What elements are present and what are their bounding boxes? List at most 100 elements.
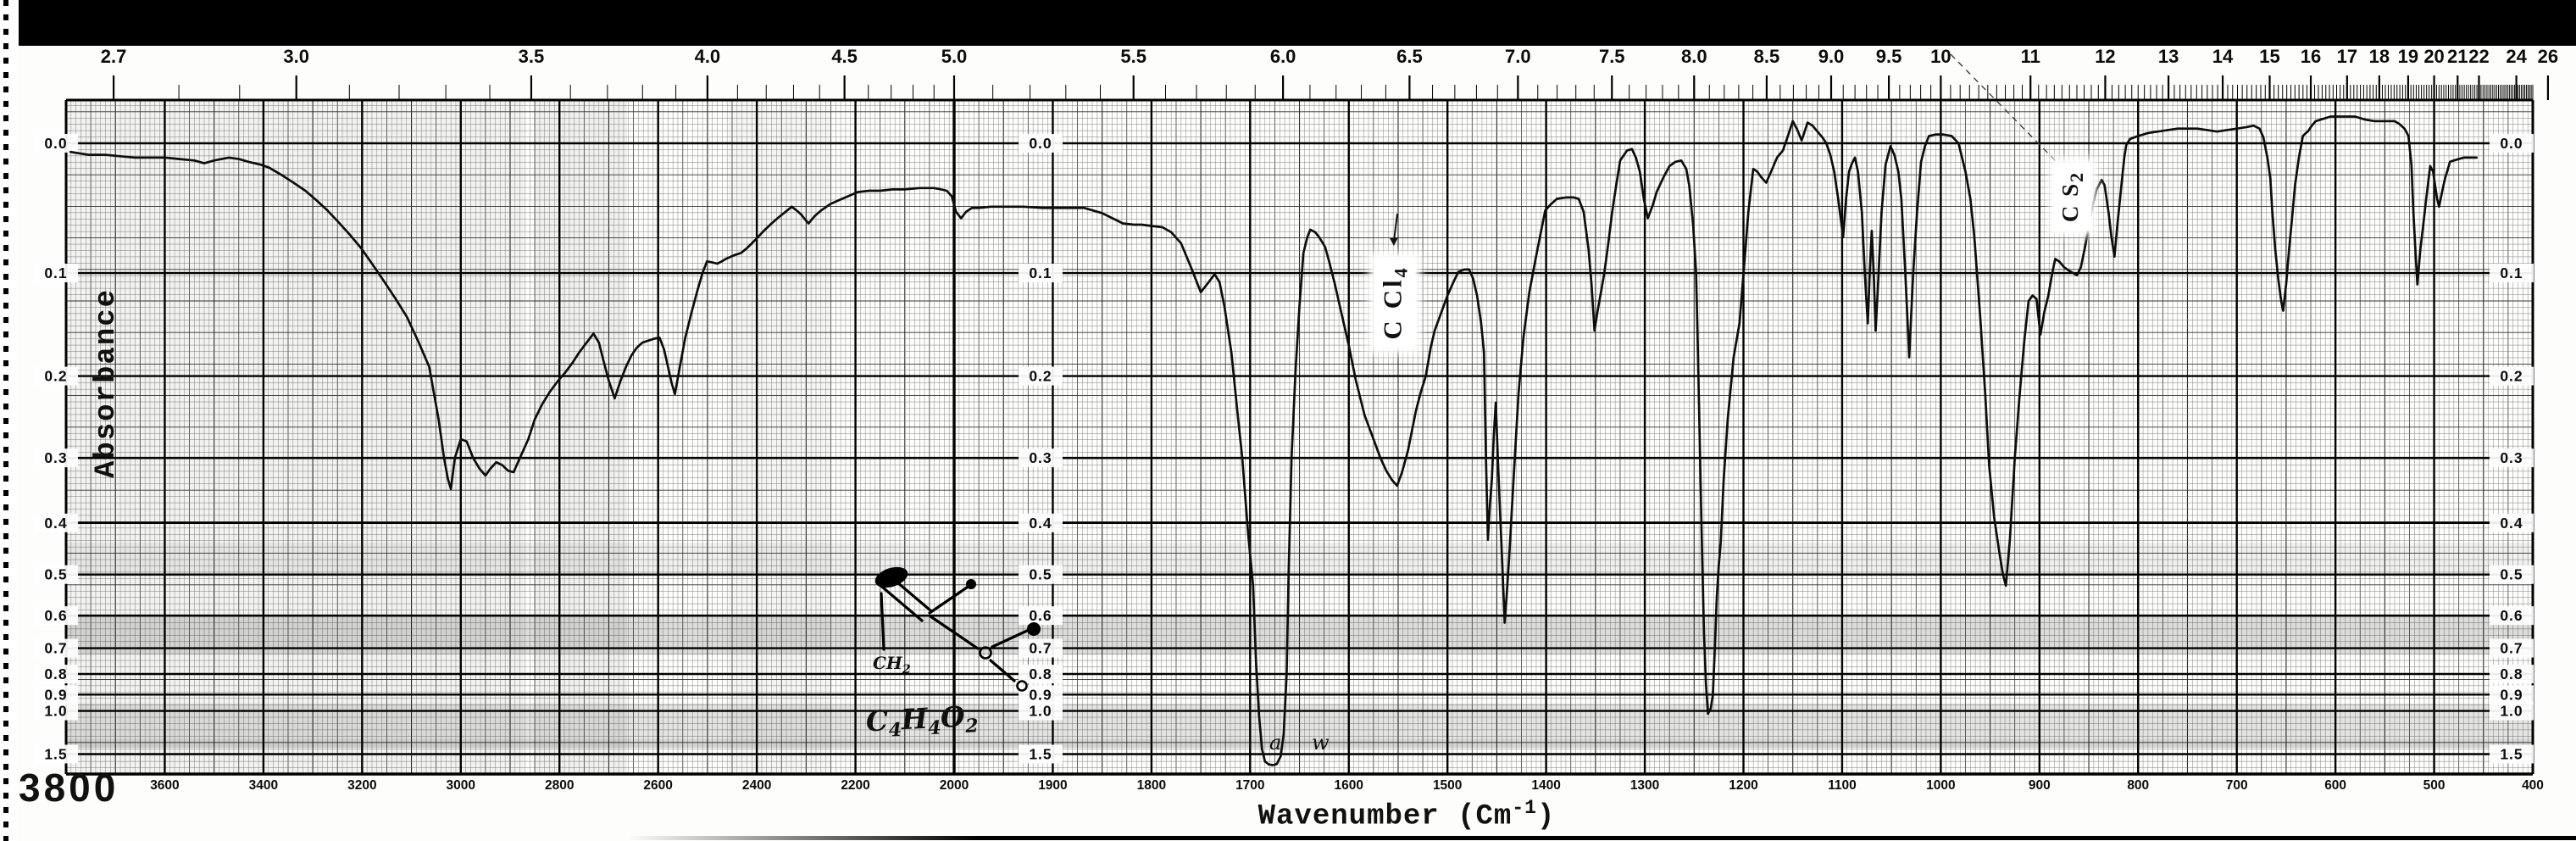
absorbance-tick-label: 0.1 [44, 265, 67, 281]
absorbance-tick-label: 0.1 [2500, 265, 2523, 281]
scan-bottom-edge-line [627, 836, 2576, 840]
wavenumber-tick-label: 1800 [1137, 778, 1166, 793]
wavenumber-tick-label: 500 [2423, 778, 2446, 793]
label-chip [1019, 638, 1063, 658]
wavenumber-tick-label: 1300 [1630, 778, 1659, 793]
absorbance-tick-label: 1.5 [2500, 745, 2523, 762]
absorbance-scale-labels: 0.0 0.1 0.2 0.3 0.4 0.5 0.6 0.7 0.8 0.9 1.0 1.5 0.0 0… [34, 134, 2534, 764]
wavenumber-tick-label: 3600 [150, 778, 179, 793]
formula-o-sub: 2 [964, 715, 980, 738]
micron-tick-label: 11 [2021, 46, 2040, 67]
absorbance-tick-label: 0.4 [44, 515, 67, 532]
label-chip [2490, 638, 2534, 658]
micron-tick-label: 9.5 [1876, 46, 1902, 67]
formula-o: O [939, 699, 966, 734]
wavenumber-tick-label: 900 [2029, 778, 2051, 793]
label-chip [1019, 134, 1063, 153]
label-chip [34, 513, 78, 532]
micron-tick-label: 3.5 [519, 46, 545, 67]
wavenumber-tick-label: 1200 [1729, 778, 1757, 793]
micron-tick-label: 24 [2506, 46, 2527, 67]
micron-tick-label: 15 [2259, 46, 2279, 67]
micron-tick-label: 5.5 [1120, 46, 1146, 67]
absorbance-tick-label: 1.5 [44, 745, 67, 762]
label-chip [2490, 685, 2534, 705]
annotation-cs2-subscript: 2 [2066, 170, 2088, 182]
structure-sketch [874, 566, 1041, 692]
label-chip [1019, 264, 1063, 283]
grid-paper [64, 98, 2534, 776]
micron-tick-label: 8.0 [1681, 46, 1707, 67]
label-chip [1019, 448, 1063, 468]
structure-ch2-label: CH2 [873, 653, 911, 677]
formula-h: H [900, 701, 929, 737]
wavenumber-tick-label: 1000 [1926, 778, 1955, 793]
absorbance-tick-label: 0.7 [44, 640, 67, 657]
wavenumber-tick-label: 2800 [545, 778, 574, 793]
label-chip [34, 606, 78, 626]
micron-tick-label: 4.0 [695, 46, 721, 67]
micron-tick-label: 5.0 [941, 46, 968, 67]
scan-top-black-bar [19, 0, 2576, 46]
absorbance-tick-label: 0.9 [44, 686, 67, 703]
label-chip [2490, 701, 2534, 721]
x-axis-title-word: Wavenumber [1257, 800, 1440, 833]
bottom-wavenumber-axis: 3600 3400 3200 3000 2800 2600 2400 2200 2000 1900… [150, 778, 2544, 793]
absorbance-tick-label: 0.3 [2500, 449, 2523, 466]
label-chip [34, 448, 78, 468]
structure-ch2-text: CH [873, 653, 902, 673]
top-micron-axis: 2.7 3.0 3.5 4.0 4.5 5.0 5.5 6.0 6.5 7.0 7.5 8.0 8.5 9… [101, 46, 2558, 100]
label-chip [34, 701, 78, 721]
micron-tick-label: 8.5 [1754, 46, 1780, 67]
scan-left-torn-edge [0, 0, 17, 841]
annotation-cs2-text: C S [2057, 181, 2083, 223]
micron-tick-label: 9.0 [1818, 46, 1845, 67]
label-chip [34, 134, 78, 153]
micron-tick-label: 18 [2369, 46, 2390, 67]
label-chip [34, 685, 78, 705]
x-axis-title-unit-open: (Cm [1457, 800, 1513, 833]
annotation-molecular-formula: C4H4O2 [865, 699, 979, 743]
label-chip [34, 665, 78, 684]
wavenumber-tick-label: 2000 [940, 778, 969, 793]
absorbance-tick-label: 0.6 [44, 607, 67, 624]
label-chip [1019, 565, 1063, 584]
cs2-leader-line [1950, 53, 2060, 165]
formula-c-sub: 4 [888, 718, 902, 742]
micron-tick-label: 4.5 [831, 46, 858, 67]
label-chip [2490, 565, 2534, 584]
label-chip [1019, 606, 1063, 626]
wavenumber-tick-label: 3200 [347, 778, 376, 793]
annotation-ccl4-subscript: 4 [1390, 265, 1412, 278]
label-chip [34, 638, 78, 658]
micron-tick-label: 22 [2468, 46, 2489, 67]
absorbance-tick-label: 0.0 [2500, 135, 2523, 152]
micron-tick-label: 14 [2212, 46, 2234, 67]
absorbance-tick-label: 0.0 [44, 135, 67, 152]
absorbance-tick-label: 0.2 [1029, 368, 1052, 385]
absorbance-tick-label: 0.8 [44, 666, 67, 682]
x-axis-title-unit-close: ) [1536, 800, 1556, 833]
absorbance-tick-label: 0.8 [2500, 666, 2523, 682]
micron-tick-label: 20 [2423, 46, 2444, 67]
label-chip [34, 744, 78, 764]
absorbance-tick-label: 0.5 [2500, 566, 2523, 583]
label-chip [2490, 513, 2534, 532]
wavenumber-tick-label: 400 [2522, 778, 2544, 793]
absorbance-tick-label: 1.0 [1029, 703, 1052, 720]
label-chip [1019, 665, 1063, 684]
label-chip [34, 565, 78, 584]
wavenumber-tick-label: 1500 [1433, 778, 1462, 793]
absorbance-tick-label: 0.4 [2500, 515, 2523, 532]
micron-tick-label: 16 [2301, 46, 2321, 67]
absorbance-tick-label: 0.0 [1029, 135, 1052, 152]
label-chip [1019, 701, 1063, 721]
wavenumber-tick-label: 700 [2226, 778, 2248, 793]
absorbance-tick-label: 1.5 [1029, 745, 1052, 762]
x-axis-title-exponent: -1 [1512, 797, 1537, 819]
wavenumber-tick-label: 600 [2324, 778, 2346, 793]
label-chip [34, 366, 78, 386]
absorbance-tick-label: 0.6 [1029, 607, 1052, 624]
